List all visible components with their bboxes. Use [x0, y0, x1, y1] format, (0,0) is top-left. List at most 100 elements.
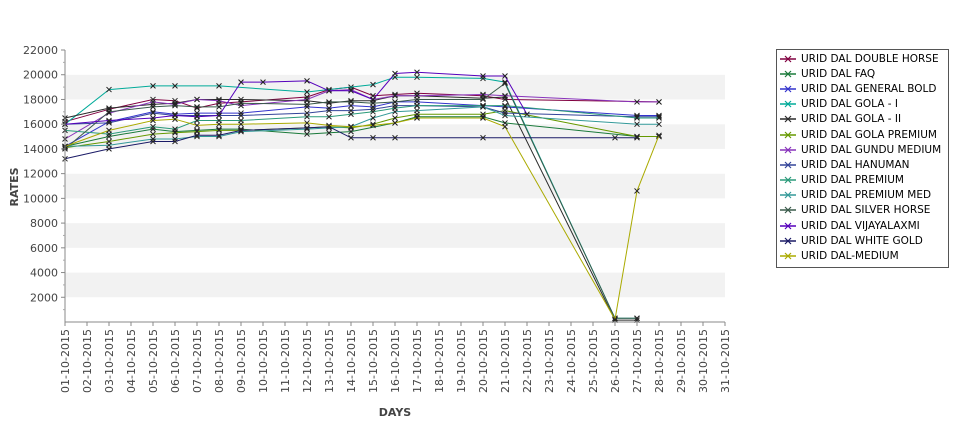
legend-marker: [777, 251, 799, 261]
data-point-marker: [326, 122, 332, 129]
data-point-marker: [304, 113, 310, 120]
data-point-marker: [304, 78, 310, 84]
legend-label: URID DAL GENERAL BOLD: [801, 82, 937, 95]
legend-item: URID DAL GENERAL BOLD: [777, 81, 948, 96]
data-point-marker: [150, 99, 156, 105]
data-point-marker: [150, 131, 156, 137]
legend-label: URID DAL PREMIUM MED: [801, 189, 932, 202]
x-tick-label: 22-10-2015: [521, 329, 534, 393]
data-point-marker: [414, 107, 420, 114]
x-tick-label: 14-10-2015: [345, 329, 358, 393]
x-tick-label: 31-10-2015: [719, 329, 732, 393]
data-point-marker: [634, 99, 640, 105]
data-point-marker: [238, 100, 244, 107]
legend-label: URID DAL HANUMAN: [801, 158, 910, 171]
data-point-marker: [370, 108, 376, 115]
series-urid-dal-white-gold: [62, 123, 640, 162]
data-point-marker: [348, 111, 354, 118]
x-tick-label: 24-10-2015: [565, 329, 578, 393]
data-point-marker: [150, 138, 156, 145]
data-point-marker: [216, 110, 222, 116]
data-point-marker: [216, 112, 222, 119]
data-point-marker: [392, 92, 398, 99]
series-line: [64, 117, 660, 321]
x-tick-label: 09-10-2015: [235, 329, 248, 393]
legend-marker: [777, 175, 799, 185]
data-point-marker: [150, 123, 156, 130]
data-point-marker: [480, 134, 486, 141]
data-point-marker: [480, 73, 486, 79]
data-point-marker: [194, 104, 200, 110]
legend-item: URID DAL-MEDIUM: [777, 248, 948, 263]
data-point-marker: [304, 125, 310, 131]
data-point-marker: [370, 122, 376, 129]
data-point-marker: [150, 136, 156, 142]
data-point-marker: [106, 133, 112, 140]
data-point-marker: [348, 87, 354, 94]
y-tick-label: 18000: [23, 93, 58, 106]
x-tick-label: 29-10-2015: [675, 329, 688, 393]
data-point-marker: [172, 83, 178, 89]
x-tick-label: 18-10-2015: [433, 329, 446, 393]
x-tick-label: 19-10-2015: [455, 329, 468, 393]
legend-marker: [777, 84, 799, 94]
data-point-marker: [656, 99, 662, 105]
data-point-marker: [304, 101, 310, 108]
x-tick-label: 28-10-2015: [653, 329, 666, 393]
data-point-marker: [656, 121, 662, 128]
legend-item: URID DAL VIJAYALAXMI: [777, 218, 948, 233]
x-tick-label: 30-10-2015: [697, 329, 710, 393]
data-point-marker: [656, 115, 662, 121]
legend-marker: [777, 99, 799, 109]
data-point-marker: [634, 134, 640, 141]
data-point-marker: [414, 102, 420, 109]
legend-item: URID DAL PREMIUM MED: [777, 188, 948, 203]
legend-label: URID DAL GOLA - II: [801, 113, 902, 126]
x-tick-label: 20-10-2015: [477, 329, 490, 393]
data-point-marker: [172, 116, 178, 123]
x-tick-label: 21-10-2015: [499, 329, 512, 393]
data-point-marker: [238, 112, 244, 119]
legend-label: URID DAL GUNDU MEDIUM: [801, 143, 942, 156]
data-point-marker: [634, 188, 640, 194]
legend-marker: [777, 114, 799, 124]
legend-item: URID DAL FAQ: [777, 66, 948, 81]
data-point-marker: [370, 115, 376, 121]
legend-item: URID DAL SILVER HORSE: [777, 203, 948, 218]
data-point-marker: [172, 126, 178, 132]
legend-label: URID DAL VIJAYALAXMI: [801, 219, 920, 232]
legend-label: URID DAL PREMIUM: [801, 174, 904, 187]
data-point-marker: [216, 83, 222, 89]
data-point-marker: [370, 81, 376, 88]
data-point-marker: [414, 96, 420, 103]
data-point-marker: [304, 131, 310, 137]
data-point-marker: [612, 316, 618, 323]
data-point-marker: [502, 73, 508, 79]
legend-label: URID DAL GOLA PREMIUM: [801, 128, 937, 141]
data-point-marker: [392, 120, 398, 126]
legend-item: URID DAL GOLA PREMIUM: [777, 127, 948, 142]
data-point-marker: [612, 134, 618, 141]
data-point-marker: [502, 112, 508, 119]
x-tick-label: 17-10-2015: [411, 329, 424, 393]
data-point-marker: [480, 104, 486, 110]
x-axis-title: DAYS: [379, 406, 412, 419]
y-tick-label: 12000: [23, 168, 58, 181]
x-axis-ticks: 01-10-2015 02-10-2015 03-10-2015 04-10-2015…: [59, 322, 732, 393]
data-point-marker: [326, 105, 332, 111]
data-point-marker: [392, 70, 398, 77]
data-point-marker: [216, 104, 222, 110]
data-point-marker: [172, 100, 178, 107]
chart-legend: URID DAL DOUBLE HORSE URID DAL FAQ URID DA…: [776, 49, 949, 268]
x-tick-label: 03-10-2015: [103, 329, 116, 393]
x-tick-label: 04-10-2015: [125, 329, 138, 393]
series-line: [64, 116, 659, 147]
data-point-marker: [348, 134, 354, 141]
x-tick-label: 13-10-2015: [323, 329, 336, 393]
legend-label: URID DAL-MEDIUM: [801, 250, 899, 263]
x-tick-label: 02-10-2015: [81, 329, 94, 393]
data-point-marker: [370, 134, 376, 141]
legend-item: URID DAL WHITE GOLD: [777, 233, 948, 248]
plot-band: [65, 124, 725, 149]
